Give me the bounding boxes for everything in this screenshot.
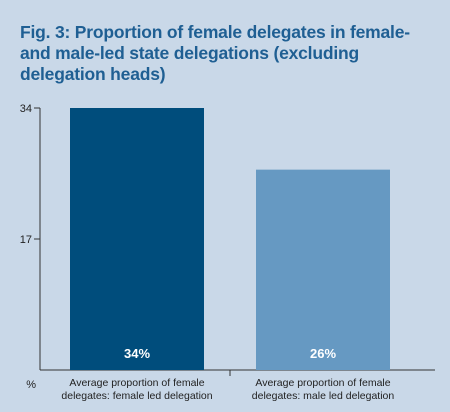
y-tick-label: 34 bbox=[20, 103, 32, 115]
bar-value-label: 34% bbox=[124, 346, 150, 361]
x-category-label: Average proportion of female bbox=[255, 377, 390, 389]
bar-value-label: 26% bbox=[310, 346, 336, 361]
chart-title: Fig. 3: Proportion of female delegates i… bbox=[20, 22, 410, 84]
bar-2 bbox=[256, 169, 390, 370]
bar-1 bbox=[70, 108, 204, 370]
x-category-label: delegates: female led delegation bbox=[61, 390, 212, 402]
x-category-label: Average proportion of female bbox=[69, 377, 204, 389]
y-tick-label: 17 bbox=[20, 234, 32, 246]
x-category-label: delegates: male led delegation bbox=[252, 390, 395, 402]
y-unit-label: % bbox=[26, 379, 36, 391]
